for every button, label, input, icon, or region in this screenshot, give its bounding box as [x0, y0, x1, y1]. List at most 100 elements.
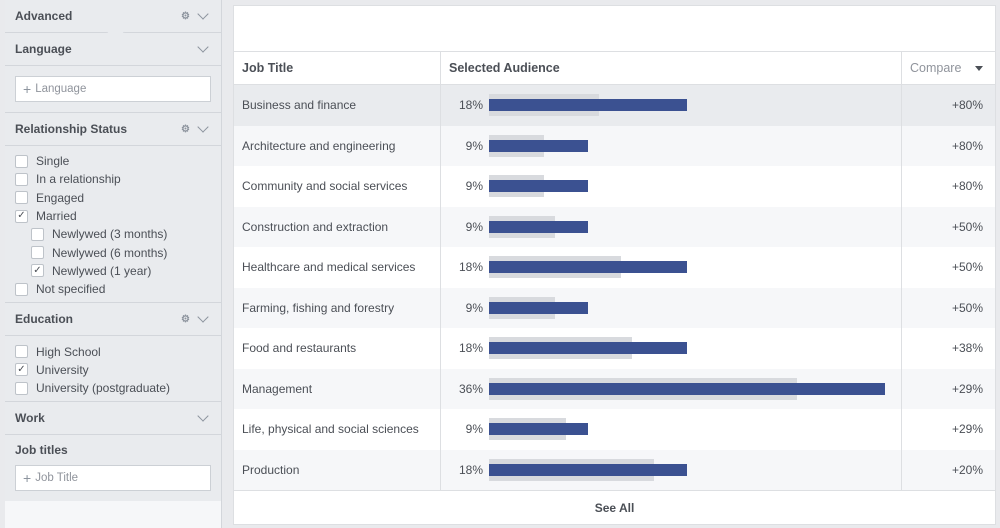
job-titles-title: Job titles	[15, 443, 68, 458]
compare-value: +29%	[901, 409, 995, 450]
audience-bar	[489, 220, 588, 233]
job-title-cell: Food and restaurants	[234, 328, 441, 369]
checkbox-checked[interactable]: ✓	[15, 363, 28, 377]
table-row[interactable]: Production 18% +20%	[234, 449, 995, 491]
checkbox-checked[interactable]: ✓	[31, 264, 44, 278]
panel-top-bar	[234, 6, 995, 52]
checkbox-label: Married	[36, 209, 77, 224]
checkbox[interactable]	[31, 246, 44, 260]
compare-value: +80%	[901, 166, 995, 207]
targeting-sidebar: Advanced ⚙ Language + Language Relations…	[5, 0, 222, 528]
chevron-down-icon[interactable]	[197, 121, 209, 133]
selected-audience-column-header: Selected Audience	[449, 61, 560, 75]
audience-bar	[489, 301, 588, 314]
compare-value: +50%	[901, 206, 995, 247]
table-row[interactable]: Business and finance 18% +80%	[234, 85, 995, 126]
table-row[interactable]: Healthcare and medical services 18% +50%	[234, 247, 995, 288]
see-all-button[interactable]: See All	[234, 490, 995, 524]
chevron-down-icon[interactable]	[197, 41, 209, 53]
audience-bar-cell	[489, 85, 901, 126]
checkbox-item[interactable]: Newlywed (3 months)	[15, 225, 211, 243]
audience-bar-cell	[489, 450, 901, 491]
checkbox[interactable]	[15, 381, 28, 395]
checkbox-item[interactable]: ✓ Married	[15, 207, 211, 225]
checkbox[interactable]	[15, 172, 28, 186]
table-row[interactable]: Community and social services 9% +80%	[234, 166, 995, 207]
audience-bar	[489, 382, 885, 395]
audience-percent: 9%	[465, 138, 483, 153]
audience-bar-cell	[489, 328, 901, 369]
audience-bar-cell	[489, 288, 901, 329]
job-title-input[interactable]: + Job Title	[15, 465, 211, 492]
job-title-cell: Production	[234, 449, 441, 490]
table-row[interactable]: Farming, fishing and forestry 9% +50%	[234, 287, 995, 329]
language-section-header[interactable]: Language	[5, 33, 221, 66]
education-title: Education	[15, 312, 74, 327]
checkbox[interactable]	[31, 227, 44, 241]
audience-bar	[489, 99, 687, 111]
audience-percent: 36%	[458, 381, 483, 396]
gear-icon[interactable]: ⚙	[181, 313, 190, 325]
table-row[interactable]: Architecture and engineering 9% +80%	[234, 125, 995, 167]
job-title-cell: Construction and extraction	[234, 206, 441, 247]
checkbox-label: Engaged	[36, 190, 85, 205]
audience-insights-panel: Job Title Selected Audience Compare Busi…	[233, 5, 996, 525]
compare-label: Compare	[910, 61, 962, 75]
advanced-section-header[interactable]: Advanced ⚙	[5, 0, 221, 42]
checkbox-item[interactable]: University (postgraduate)	[15, 379, 211, 397]
checkbox-checked[interactable]: ✓	[15, 209, 28, 223]
chevron-down-icon[interactable]	[197, 410, 209, 422]
table-row[interactable]: Management 36% +29%	[234, 368, 995, 409]
relationship-section-header[interactable]: Relationship Status ⚙	[5, 113, 221, 146]
table-row[interactable]: Life, physical and social sciences 9% +29%	[234, 409, 995, 450]
job-titles-body: + Job Title	[5, 465, 221, 502]
audience-bar-cell	[489, 207, 901, 248]
job-title-cell: Business and finance	[234, 85, 441, 126]
checkbox-label: Single	[36, 154, 70, 169]
checkbox-label: Newlywed (6 months)	[52, 245, 168, 260]
checkbox-item[interactable]: Single	[15, 152, 211, 170]
checkbox-item[interactable]: Not specified	[15, 280, 211, 298]
audience-bar	[489, 180, 588, 192]
job-title-rows: Business and finance 18% +80% Architecture …	[234, 85, 995, 490]
job-titles-header: Job titles	[5, 435, 221, 466]
checkbox-item[interactable]: ✓ University	[15, 361, 211, 379]
checkbox-item[interactable]: Engaged	[15, 189, 211, 207]
language-input[interactable]: + Language	[15, 76, 211, 102]
audience-percent: 9%	[465, 219, 483, 234]
audience-percent: 18%	[458, 98, 483, 113]
chevron-down-icon[interactable]	[197, 311, 209, 324]
checkbox-label: University (postgraduate)	[36, 381, 171, 396]
checkbox[interactable]	[15, 282, 28, 296]
work-section-header[interactable]: Work	[5, 402, 221, 436]
plus-icon: +	[23, 81, 32, 97]
audience-bar	[489, 463, 687, 476]
compare-value: +20%	[901, 449, 995, 490]
audience-bar-cell	[489, 126, 901, 167]
gear-icon[interactable]: ⚙	[181, 10, 190, 22]
checkbox-item[interactable]: Newlywed (6 months)	[15, 243, 211, 261]
compare-column-header[interactable]: Compare	[901, 52, 995, 84]
audience-bar	[489, 139, 588, 152]
language-section-body: + Language	[5, 66, 221, 113]
compare-value: +80%	[901, 125, 995, 166]
language-placeholder: Language	[35, 83, 87, 95]
compare-value: +50%	[901, 247, 995, 288]
education-checkbox-list: High School ✓ University University (postgr…	[5, 336, 221, 403]
audience-bar-cell	[489, 409, 901, 450]
education-section-header[interactable]: Education ⚙	[5, 303, 221, 337]
table-row[interactable]: Food and restaurants 18% +38%	[234, 328, 995, 369]
chevron-down-icon[interactable]	[197, 8, 209, 20]
checkbox-item[interactable]: ✓ Newlywed (1 year)	[15, 262, 211, 280]
audience-percent: 9%	[465, 300, 483, 315]
audience-bar-cell	[489, 166, 901, 207]
checkbox[interactable]	[15, 154, 28, 168]
audience-bar	[489, 261, 687, 273]
table-row[interactable]: Construction and extraction 9% +50%	[234, 206, 995, 248]
checkbox[interactable]	[15, 345, 28, 359]
caret-down-icon[interactable]	[975, 65, 983, 71]
gear-icon[interactable]: ⚙	[181, 123, 190, 135]
checkbox-item[interactable]: High School	[15, 342, 211, 360]
checkbox[interactable]	[15, 191, 28, 205]
checkbox-item[interactable]: In a relationship	[15, 170, 211, 188]
